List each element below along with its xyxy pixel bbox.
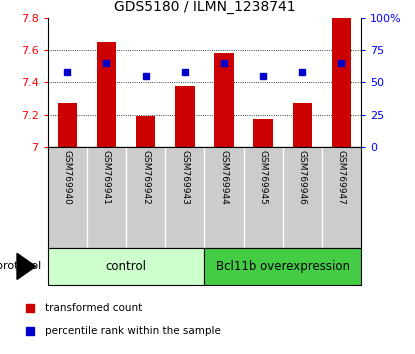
Bar bbox=[136, 116, 156, 147]
Text: percentile rank within the sample: percentile rank within the sample bbox=[45, 326, 221, 336]
Text: GSM769946: GSM769946 bbox=[298, 150, 307, 205]
Text: control: control bbox=[105, 260, 146, 273]
Bar bbox=[58, 103, 77, 147]
Text: GSM769940: GSM769940 bbox=[63, 150, 72, 205]
Text: transformed count: transformed count bbox=[45, 303, 142, 313]
Text: GSM769942: GSM769942 bbox=[141, 150, 150, 205]
Text: GSM769947: GSM769947 bbox=[337, 150, 346, 205]
Text: GSM769941: GSM769941 bbox=[102, 150, 111, 205]
Bar bbox=[332, 18, 351, 147]
Text: protocol: protocol bbox=[0, 261, 42, 272]
Text: GSM769943: GSM769943 bbox=[180, 150, 189, 205]
Text: GSM769945: GSM769945 bbox=[259, 150, 268, 205]
Text: Bcl11b overexpression: Bcl11b overexpression bbox=[216, 260, 350, 273]
Title: GDS5180 / ILMN_1238741: GDS5180 / ILMN_1238741 bbox=[114, 0, 295, 14]
Bar bbox=[253, 119, 273, 147]
Bar bbox=[214, 53, 234, 147]
Text: GSM769944: GSM769944 bbox=[220, 150, 229, 205]
Bar bbox=[48, 248, 205, 285]
Polygon shape bbox=[17, 253, 36, 279]
Bar bbox=[205, 248, 361, 285]
Bar bbox=[97, 42, 116, 147]
Bar bbox=[175, 86, 195, 147]
Bar bbox=[293, 103, 312, 147]
